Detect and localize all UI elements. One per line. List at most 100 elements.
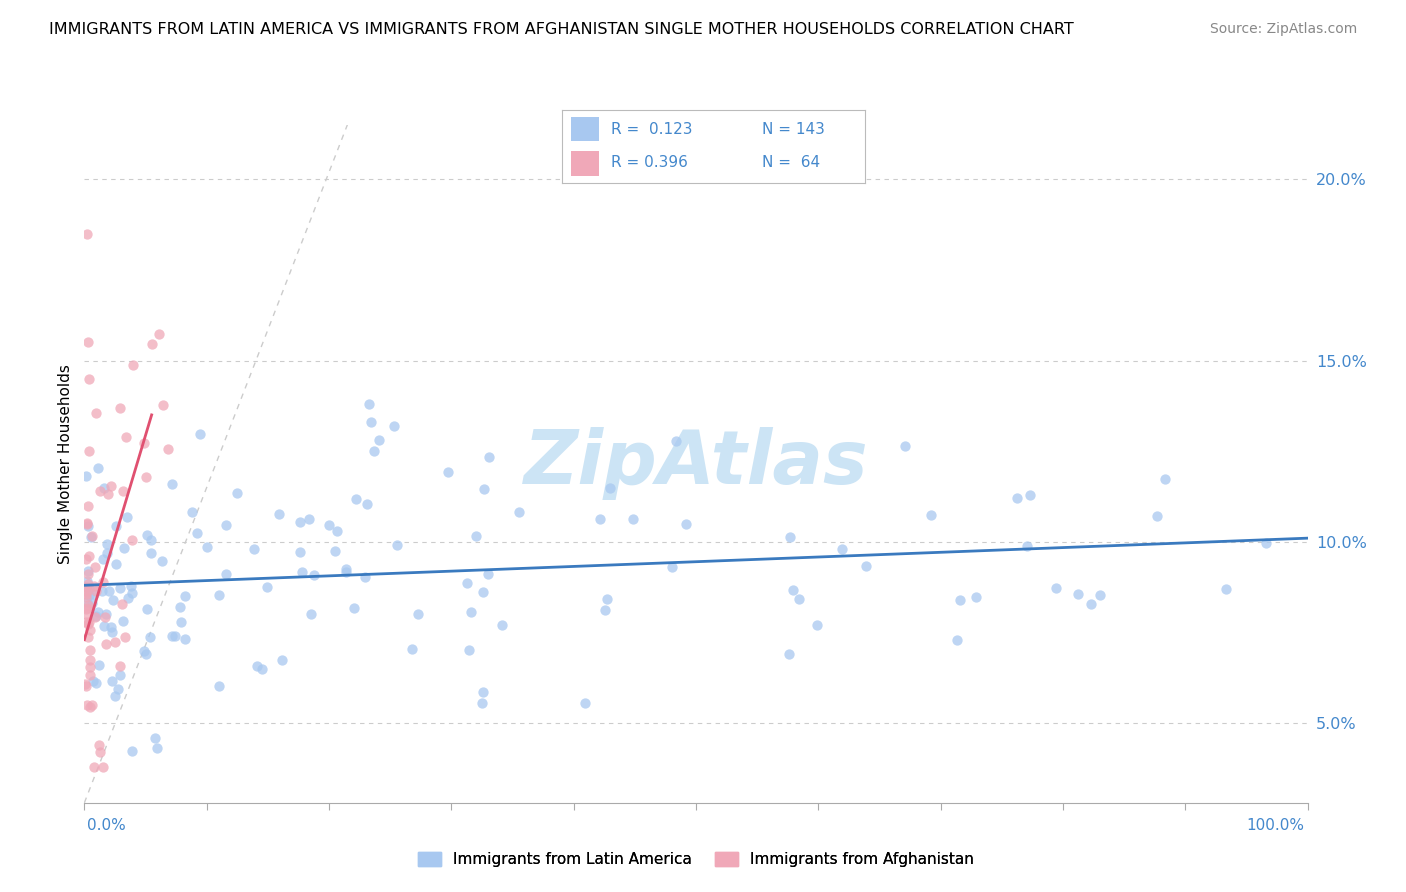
- Point: [148, 327, 170, 342]
- Point: [96, 536, 118, 550]
- Point: [1080, 597, 1102, 611]
- Point: [188, 427, 211, 442]
- Point: [1019, 488, 1042, 502]
- Point: [1256, 536, 1278, 550]
- Text: 0.0%: 0.0%: [87, 818, 127, 832]
- Point: [384, 418, 406, 433]
- Point: [472, 482, 495, 496]
- Point: [186, 525, 208, 540]
- Point: [110, 658, 132, 673]
- Point: [920, 508, 942, 523]
- Point: [97, 487, 120, 501]
- Point: [267, 507, 290, 521]
- Point: [250, 662, 273, 676]
- Point: [150, 554, 173, 568]
- Text: IMMIGRANTS FROM LATIN AMERICA VS IMMIGRANTS FROM AFGHANISTAN SINGLE MOTHER HOUSE: IMMIGRANTS FROM LATIN AMERICA VS IMMIGRA…: [49, 22, 1074, 37]
- Point: [96, 546, 118, 560]
- Point: [84, 676, 107, 690]
- Point: [344, 492, 367, 507]
- Point: [97, 583, 120, 598]
- Point: [782, 582, 804, 597]
- Point: [1088, 588, 1111, 602]
- Point: [87, 657, 110, 672]
- Point: [111, 614, 134, 628]
- Point: [1015, 539, 1038, 553]
- Point: [111, 483, 134, 498]
- Point: [574, 696, 596, 710]
- Point: [599, 481, 621, 495]
- Point: [478, 450, 501, 464]
- Point: [215, 566, 238, 581]
- Point: [299, 607, 322, 621]
- Point: [75, 580, 97, 594]
- Point: [80, 530, 103, 544]
- Point: [1067, 587, 1090, 601]
- Point: [949, 592, 972, 607]
- Point: [965, 591, 987, 605]
- Point: [112, 541, 135, 555]
- Point: [76, 574, 98, 588]
- Point: [195, 540, 218, 554]
- Y-axis label: Single Mother Households: Single Mother Households: [58, 364, 73, 564]
- Point: [595, 592, 617, 607]
- Point: [298, 512, 321, 526]
- Point: [491, 617, 513, 632]
- Point: [76, 516, 98, 530]
- Point: [170, 615, 193, 629]
- Point: [77, 576, 100, 591]
- Point: [477, 567, 499, 582]
- Point: [288, 544, 311, 558]
- Point: [77, 564, 100, 578]
- Point: [77, 566, 100, 581]
- Point: [208, 588, 231, 602]
- Point: [76, 698, 98, 712]
- Point: [215, 518, 238, 533]
- Point: [110, 401, 132, 415]
- Point: [181, 505, 204, 519]
- Point: [456, 576, 478, 591]
- Point: [100, 478, 122, 492]
- Point: [105, 558, 128, 572]
- Point: [335, 565, 357, 579]
- Point: [76, 516, 98, 531]
- Point: [76, 595, 98, 609]
- Point: [83, 610, 105, 624]
- Point: [1153, 472, 1175, 486]
- Point: [91, 575, 114, 590]
- Point: [471, 696, 494, 710]
- Point: [121, 533, 143, 547]
- Point: [84, 584, 107, 599]
- Point: [82, 698, 104, 712]
- Point: [665, 434, 688, 448]
- Point: [831, 542, 853, 557]
- Point: [787, 592, 810, 607]
- Point: [169, 599, 191, 614]
- Point: [111, 597, 134, 611]
- Point: [75, 587, 97, 601]
- Point: [135, 528, 157, 542]
- Point: [75, 580, 97, 594]
- Point: [83, 580, 105, 594]
- Bar: [571, 117, 599, 141]
- Point: [82, 674, 104, 689]
- Point: [855, 558, 877, 573]
- Text: R = 0.396: R = 0.396: [610, 155, 688, 170]
- Bar: [571, 152, 599, 176]
- Point: [86, 609, 108, 624]
- Point: [146, 741, 169, 756]
- Point: [77, 549, 100, 563]
- Point: [464, 529, 486, 543]
- Point: [77, 444, 100, 458]
- Point: [83, 759, 105, 773]
- Point: [110, 668, 132, 682]
- Text: N =  64: N = 64: [762, 155, 820, 170]
- Point: [163, 629, 186, 643]
- Point: [661, 560, 683, 574]
- Point: [76, 630, 98, 644]
- Point: [101, 673, 124, 688]
- Point: [589, 512, 612, 526]
- Point: [76, 227, 98, 241]
- Point: [139, 630, 162, 644]
- Point: [77, 335, 100, 350]
- Text: N = 143: N = 143: [762, 121, 825, 136]
